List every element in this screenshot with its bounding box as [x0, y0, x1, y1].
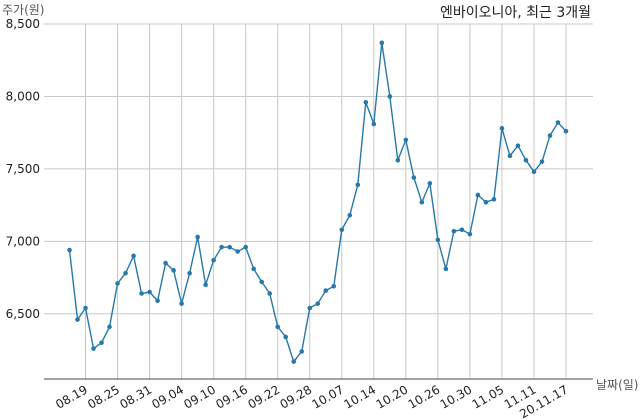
data-point [323, 288, 329, 293]
x-tick-label: 09.16 [213, 382, 250, 411]
data-point [483, 199, 489, 205]
data-point [427, 181, 433, 186]
data-point [307, 305, 313, 311]
data-point [291, 359, 297, 364]
x-tick-label: 09.28 [277, 382, 314, 411]
y-axis-label: 주가(원) [2, 3, 44, 17]
data-point [203, 282, 208, 288]
x-tick-label: 10.07 [310, 382, 347, 411]
data-point [123, 270, 128, 276]
data-point [315, 301, 321, 306]
data-point [211, 257, 216, 263]
data-point [531, 169, 537, 175]
data-point [251, 266, 256, 272]
data-point [355, 182, 361, 188]
data-point [107, 324, 112, 330]
data-point [267, 291, 273, 296]
data-point [547, 133, 553, 138]
x-tick-label: 10.14 [342, 382, 379, 411]
data-point [435, 237, 441, 243]
data-point [331, 283, 337, 289]
data-point [507, 153, 513, 159]
y-tick-label: 6,500 [6, 307, 40, 321]
x-tick-label: 08.19 [53, 382, 90, 411]
data-point [91, 346, 96, 351]
data-point [163, 260, 168, 266]
data-point [443, 266, 449, 272]
x-tick-label: 11.05 [470, 382, 507, 411]
y-tick-label: 7,000 [6, 234, 40, 248]
data-point [411, 175, 417, 180]
x-tick-label: 09.04 [149, 382, 186, 411]
data-point [195, 234, 200, 240]
data-point [75, 317, 80, 322]
grid [44, 23, 593, 379]
data-point [299, 349, 305, 354]
data-point [555, 120, 561, 125]
y-tick-label: 8,500 [6, 17, 40, 31]
x-tick-label: 08.25 [85, 382, 122, 411]
data-point [395, 157, 401, 163]
data-point [155, 298, 160, 304]
data-point [459, 227, 465, 233]
data-point [347, 212, 353, 218]
x-tick-label: 09.22 [245, 382, 282, 411]
x-axis-label: 날짜(일) [596, 378, 638, 392]
data-point [83, 305, 88, 311]
data-point [259, 279, 264, 285]
data-point [499, 126, 505, 131]
data-point [227, 244, 232, 250]
series [67, 40, 569, 364]
data-point [387, 94, 393, 99]
data-point [475, 192, 481, 198]
data-point [235, 249, 240, 254]
data-point [363, 99, 369, 105]
data-point [451, 228, 457, 234]
x-tick-label: 10.26 [406, 382, 443, 411]
data-point [515, 143, 521, 149]
data-point [243, 244, 248, 250]
data-point [171, 268, 176, 273]
data-point [539, 159, 545, 164]
data-point [283, 334, 289, 340]
x-tick-label: 09.10 [181, 382, 218, 411]
data-point [147, 289, 152, 295]
data-point [275, 324, 281, 330]
data-point [179, 301, 184, 306]
data-point [491, 197, 497, 202]
data-point [115, 281, 120, 286]
data-point [467, 231, 473, 237]
y-tick-label: 7,500 [6, 162, 40, 176]
data-point [99, 340, 104, 346]
data-point [219, 244, 224, 250]
x-tick-label: 10.30 [438, 382, 475, 411]
x-tick-labels: 08.1908.2508.3109.0409.1009.1609.2209.28… [53, 382, 570, 419]
data-point [563, 128, 569, 134]
data-point [419, 199, 425, 205]
data-point [371, 121, 377, 127]
y-tick-label: 8,000 [6, 89, 40, 103]
chart-title: 엔바이오니아, 최근 3개월 [440, 5, 591, 21]
data-point [139, 291, 144, 296]
data-point [187, 270, 192, 276]
data-point [131, 253, 136, 259]
data-point [67, 247, 72, 253]
x-tick-label: 10.20 [374, 382, 411, 411]
data-point [523, 157, 529, 163]
y-tick-labels: 6,500 7,000 7,500 8,000 8,500 [6, 17, 40, 321]
data-point [403, 137, 409, 143]
data-point [339, 227, 345, 233]
data-point [379, 40, 385, 46]
x-tick-label: 08.31 [117, 382, 154, 411]
